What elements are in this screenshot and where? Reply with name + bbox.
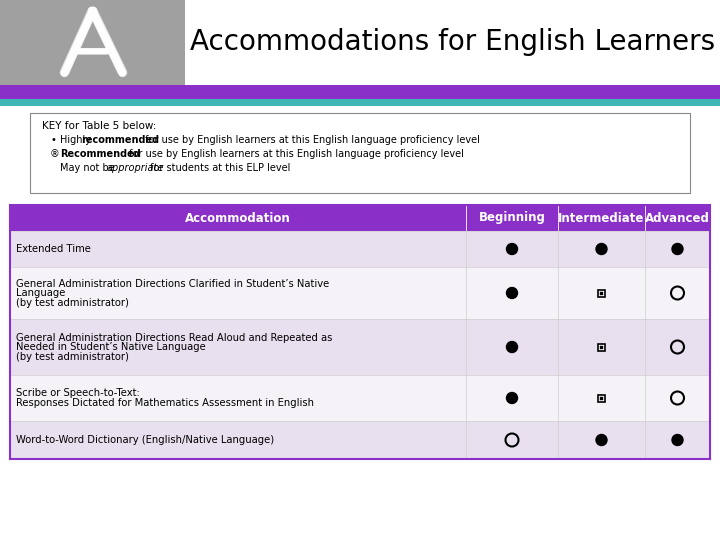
Circle shape [596,435,607,446]
FancyBboxPatch shape [466,231,558,267]
FancyBboxPatch shape [645,421,710,459]
Text: Highly: Highly [60,135,94,145]
Text: Needed in Student’s Native Language: Needed in Student’s Native Language [16,342,206,352]
FancyBboxPatch shape [558,205,645,231]
Circle shape [506,244,518,254]
FancyBboxPatch shape [466,375,558,421]
Text: Accommodations for English Learners: Accommodations for English Learners [190,29,715,57]
Text: Language: Language [16,288,66,298]
FancyBboxPatch shape [10,205,466,231]
Text: Advanced: Advanced [645,212,710,225]
FancyBboxPatch shape [598,343,605,350]
FancyBboxPatch shape [466,267,558,319]
FancyBboxPatch shape [30,113,690,193]
FancyBboxPatch shape [558,267,645,319]
Circle shape [506,287,518,299]
FancyBboxPatch shape [558,319,645,375]
Text: for use by English learners at this English language proficiency level: for use by English learners at this Engl… [126,149,464,159]
Text: General Administration Directions Read Aloud and Repeated as: General Administration Directions Read A… [16,333,333,343]
Text: Word-to-Word Dictionary (English/Native Language): Word-to-Word Dictionary (English/Native … [16,435,274,445]
FancyBboxPatch shape [600,292,603,294]
Circle shape [596,244,607,254]
Text: Beginning: Beginning [479,212,546,225]
FancyBboxPatch shape [645,205,710,231]
Text: ®: ® [50,149,60,159]
FancyBboxPatch shape [10,421,466,459]
Text: May not be: May not be [60,163,118,173]
FancyBboxPatch shape [645,267,710,319]
Text: General Administration Directions Clarified in Student’s Native: General Administration Directions Clarif… [16,279,329,289]
Text: Extended Time: Extended Time [16,244,91,254]
FancyBboxPatch shape [558,231,645,267]
FancyBboxPatch shape [645,319,710,375]
FancyBboxPatch shape [558,375,645,421]
Text: KEY for Table 5 below:: KEY for Table 5 below: [42,121,156,131]
FancyBboxPatch shape [645,231,710,267]
FancyBboxPatch shape [600,346,603,348]
Text: Accommodation: Accommodation [185,212,291,225]
Text: (by test administrator): (by test administrator) [16,352,129,362]
FancyBboxPatch shape [10,231,466,267]
FancyBboxPatch shape [10,319,466,375]
Text: recommended: recommended [81,135,159,145]
FancyBboxPatch shape [598,395,605,402]
FancyBboxPatch shape [645,375,710,421]
Circle shape [672,244,683,254]
FancyBboxPatch shape [0,0,185,85]
FancyBboxPatch shape [558,421,645,459]
Text: Recommended: Recommended [60,149,140,159]
FancyBboxPatch shape [0,99,720,106]
Circle shape [672,435,683,446]
Circle shape [506,341,518,353]
Text: (by test administrator): (by test administrator) [16,298,129,308]
FancyBboxPatch shape [466,205,558,231]
FancyBboxPatch shape [466,319,558,375]
FancyBboxPatch shape [598,289,605,296]
FancyBboxPatch shape [10,375,466,421]
Text: •: • [50,135,56,145]
Text: for students at this ELP level: for students at this ELP level [147,163,290,173]
FancyBboxPatch shape [0,85,720,99]
Text: for use by English learners at this English language proficiency level: for use by English learners at this Engl… [142,135,480,145]
Text: Scribe or Speech-to-Text:: Scribe or Speech-to-Text: [16,388,140,399]
Circle shape [506,393,518,403]
FancyBboxPatch shape [185,0,720,85]
FancyBboxPatch shape [10,267,466,319]
Text: appropriate: appropriate [107,163,164,173]
FancyBboxPatch shape [466,421,558,459]
FancyBboxPatch shape [600,396,603,400]
Text: Responses Dictated for Mathematics Assessment in English: Responses Dictated for Mathematics Asses… [16,398,314,408]
Text: Intermediate: Intermediate [558,212,644,225]
